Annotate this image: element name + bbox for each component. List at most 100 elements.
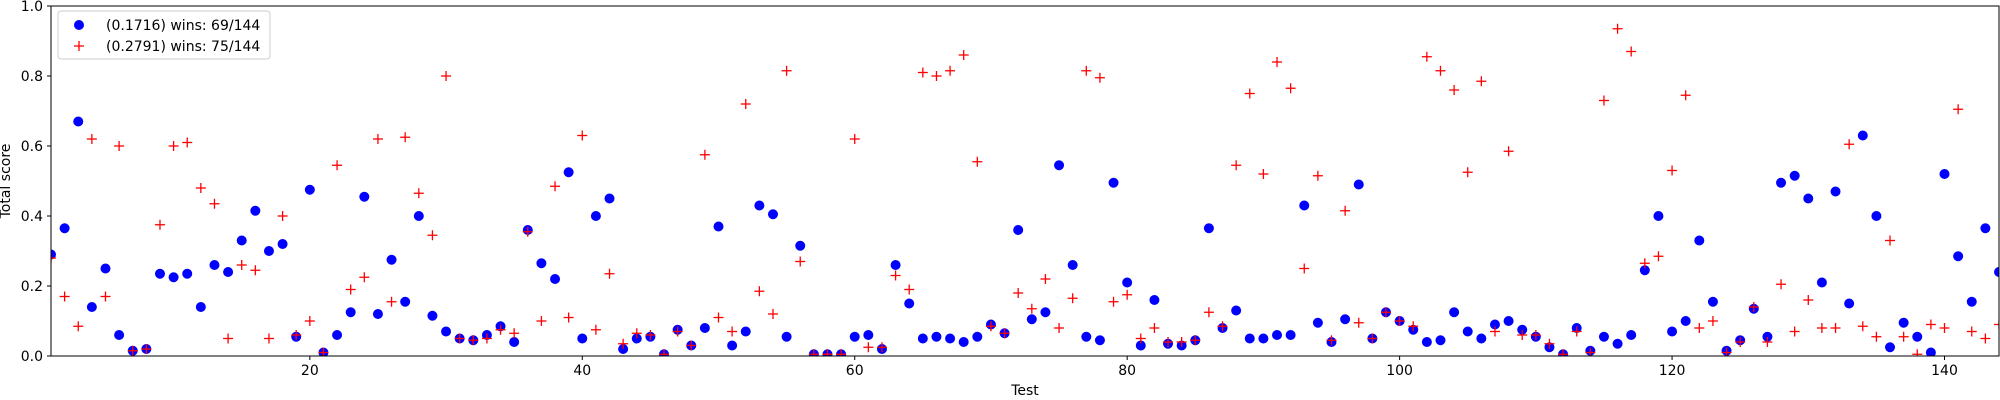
data-point-plus xyxy=(849,134,860,144)
data-point-plus xyxy=(727,326,738,337)
data-point-plus xyxy=(604,268,615,279)
data-point-plus xyxy=(672,326,683,337)
data-point-circle xyxy=(1476,333,1487,344)
data-point-plus xyxy=(1639,258,1650,269)
series-2 xyxy=(51,23,1999,356)
legend-label-series-1: (0.1716) wins: 69/144 xyxy=(106,18,260,34)
data-point-plus xyxy=(1176,337,1187,347)
data-point-circle xyxy=(945,333,956,344)
data-point-plus xyxy=(1367,333,1378,344)
data-point-circle xyxy=(1135,340,1146,351)
data-point-circle xyxy=(100,263,111,274)
data-point-plus xyxy=(209,198,220,209)
data-point-plus xyxy=(1054,323,1065,333)
data-point-plus xyxy=(1299,263,1310,274)
data-point-circle xyxy=(441,326,452,337)
data-point-circle xyxy=(536,258,547,269)
data-point-plus xyxy=(1081,65,1092,76)
data-point-plus xyxy=(127,345,138,356)
data-point-circle xyxy=(1857,130,1868,141)
data-point-plus xyxy=(1830,323,1841,333)
data-point-plus xyxy=(1435,65,1446,76)
data-point-circle xyxy=(727,340,738,351)
data-point-circle xyxy=(332,330,343,340)
data-point-plus xyxy=(481,333,492,344)
data-point-plus xyxy=(1530,330,1541,340)
data-point-circle xyxy=(917,333,928,344)
data-point-circle xyxy=(1013,225,1024,235)
data-point-plus xyxy=(1258,169,1269,179)
data-point-plus xyxy=(1953,104,1964,115)
data-point-plus xyxy=(1231,160,1242,171)
data-point-plus xyxy=(291,330,302,340)
data-point-plus xyxy=(1203,307,1214,318)
data-point-plus xyxy=(522,226,533,237)
data-point-circle xyxy=(73,116,84,127)
data-point-circle xyxy=(1885,342,1896,353)
data-point-plus xyxy=(1925,319,1936,330)
data-point-circle xyxy=(767,209,778,220)
data-point-circle xyxy=(1598,331,1609,342)
legend: (0.1716) wins: 69/144 (0.2791) wins: 75/… xyxy=(57,10,271,60)
data-point-circle xyxy=(1639,265,1650,276)
data-point-circle xyxy=(958,337,969,347)
data-point-plus xyxy=(454,333,465,344)
y-tick-label: 0.6 xyxy=(21,139,43,155)
data-point-circle xyxy=(904,298,915,309)
data-point-plus xyxy=(495,324,506,335)
data-point-plus xyxy=(1135,333,1146,344)
data-point-plus xyxy=(1885,235,1896,246)
data-point-plus xyxy=(931,71,942,81)
data-point-plus xyxy=(972,156,983,167)
data-point-plus xyxy=(304,316,315,326)
data-point-plus xyxy=(1571,326,1582,337)
data-point-plus xyxy=(1694,323,1705,333)
data-point-plus xyxy=(277,211,288,221)
data-point-plus xyxy=(1272,57,1283,67)
data-point-plus xyxy=(100,291,111,302)
data-point-plus xyxy=(386,296,397,307)
data-point-plus xyxy=(441,71,452,81)
data-point-plus xyxy=(618,338,629,349)
data-point-circle xyxy=(849,331,860,342)
data-point-circle xyxy=(51,249,56,260)
data-point-plus xyxy=(754,286,765,297)
data-point-plus xyxy=(536,316,547,326)
data-point-circle xyxy=(1680,316,1691,326)
data-point-plus xyxy=(767,309,778,319)
data-point-circle xyxy=(1966,296,1977,307)
data-point-plus xyxy=(1789,326,1800,337)
data-point-plus xyxy=(332,160,343,171)
data-point-plus xyxy=(86,134,97,144)
data-point-circle xyxy=(1844,298,1855,309)
data-point-circle xyxy=(1816,277,1827,288)
data-point-plus xyxy=(822,349,833,356)
data-point-circle xyxy=(509,337,520,347)
data-point-plus xyxy=(1503,146,1514,157)
data-point-circle xyxy=(250,205,261,216)
data-point-circle xyxy=(400,296,411,307)
data-point-circle xyxy=(1285,330,1296,340)
data-point-circle xyxy=(550,274,561,284)
data-point-circle xyxy=(1912,331,1923,342)
data-point-plus xyxy=(917,67,928,78)
data-point-circle xyxy=(1762,331,1773,342)
y-axis-label: Total score xyxy=(0,144,14,220)
data-point-plus xyxy=(1994,319,1999,330)
data-point-circle xyxy=(863,330,874,340)
y-tick-label: 0.2 xyxy=(21,279,43,295)
data-point-plus xyxy=(1217,321,1228,332)
data-point-plus xyxy=(1380,307,1391,318)
legend-marker-circle xyxy=(74,20,84,30)
data-point-circle xyxy=(1489,319,1500,330)
data-point-circle xyxy=(1203,223,1214,234)
data-point-plus xyxy=(51,253,56,263)
data-point-circle xyxy=(754,200,765,211)
data-point-plus xyxy=(659,349,670,356)
data-point-circle xyxy=(1925,347,1936,356)
data-point-plus xyxy=(73,321,84,332)
data-point-circle xyxy=(1026,314,1037,325)
data-point-plus xyxy=(1421,51,1432,62)
data-point-circle xyxy=(304,184,315,195)
